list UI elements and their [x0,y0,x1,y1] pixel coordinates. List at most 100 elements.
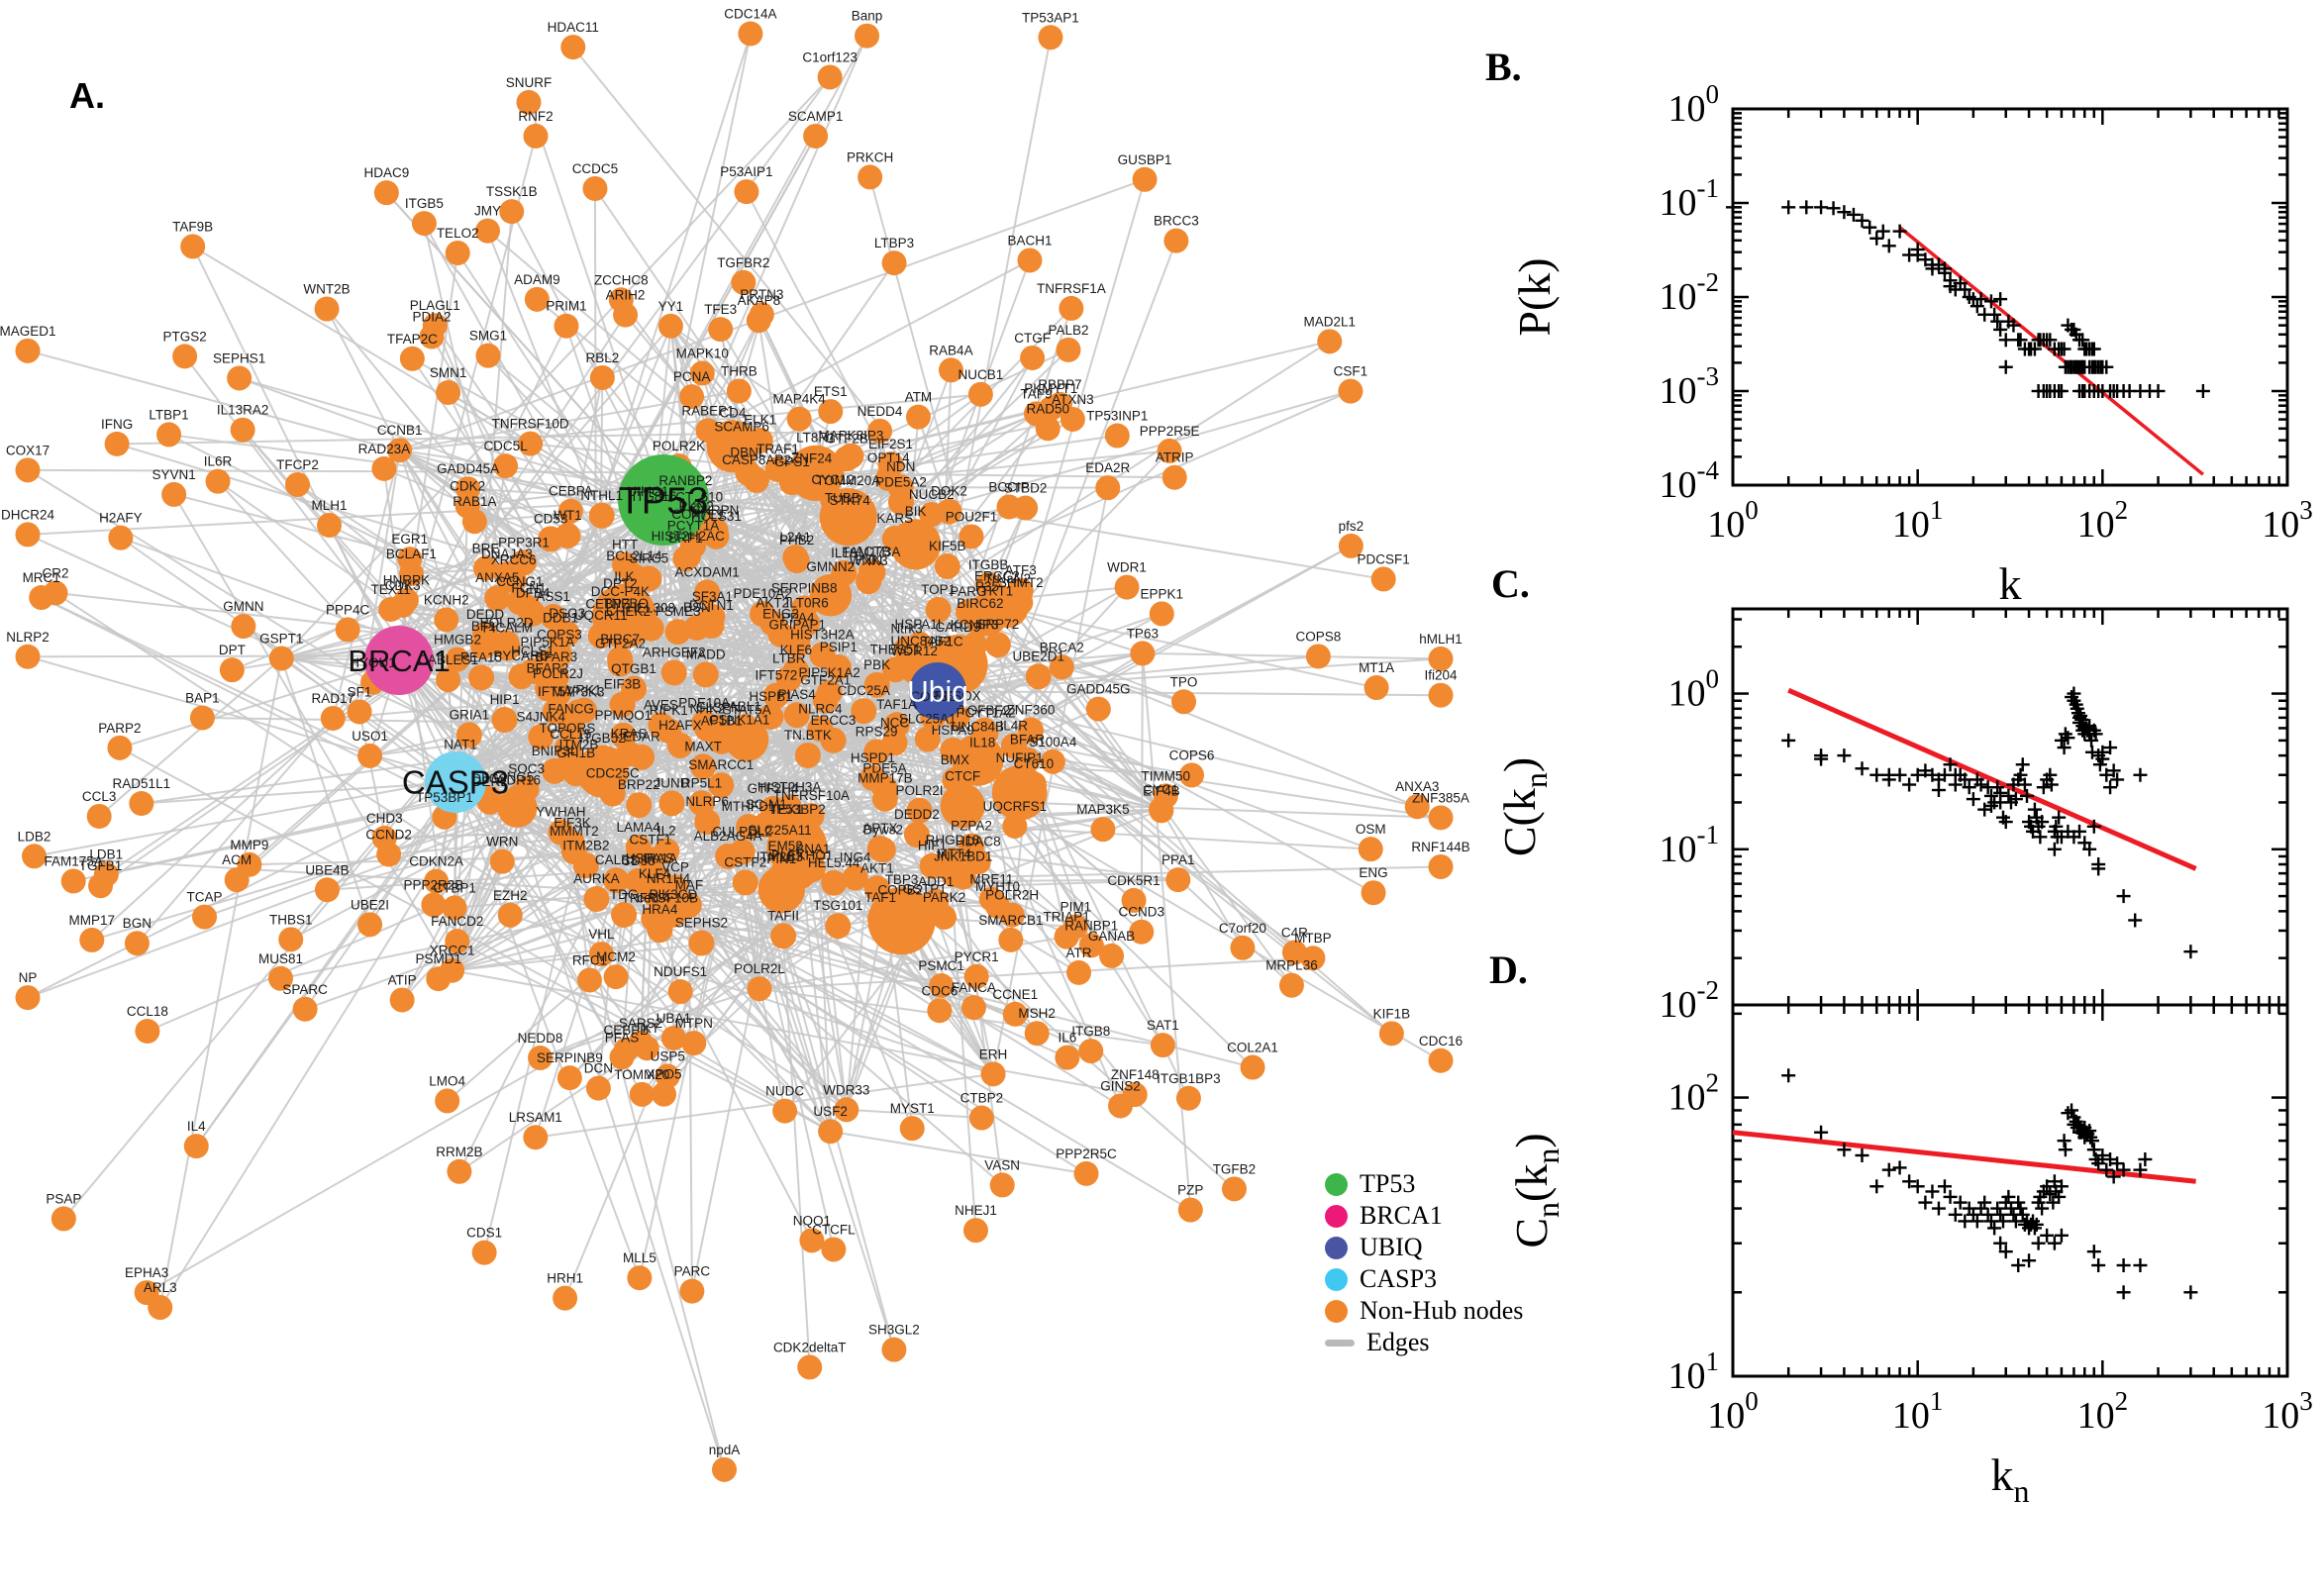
network-node-label: MLH1 [312,498,348,513]
network-node-label: ATF3 [1005,563,1037,578]
network-node [435,1088,460,1114]
network-edge [398,314,627,661]
network-node [666,732,693,758]
x-axis-title: k [1999,558,2022,609]
network-node-label: ELK1 [744,413,776,428]
network-node-label: SERPINB8 [771,580,838,595]
network-node [925,596,952,623]
network-node [818,399,844,425]
network-node [1278,972,1304,998]
network-node-label: DFB4 [516,586,551,601]
network-node-label: ATIP [388,972,417,987]
network-node-label: DCTN1 [689,598,734,613]
network-node [903,822,930,848]
network-node-label: RBL2 [585,350,619,365]
network-node [750,601,776,628]
network-node [224,867,250,893]
network-node [357,912,383,938]
network-node-label: MAPK8IP3 [818,429,883,444]
network-node [497,902,523,928]
network-node-label: HYOU1 [350,655,396,670]
network-node-label: PRKCH [847,150,893,164]
network-node-label: PPP2R5C [1056,1147,1117,1161]
network-node [192,904,218,930]
network-node [820,727,847,753]
network-edge [540,808,1162,1059]
hub-node-tp53 [618,454,709,546]
network-node [442,895,467,921]
network-node-label: ALB2AG4A [694,829,762,844]
network-node [636,565,662,592]
network-node-label: MRC1 [23,570,60,585]
network-edge [280,657,371,926]
network-node [510,549,537,576]
network-node-label: RPS29 [856,724,898,739]
network-node-label: CABLES1 [418,652,478,667]
network-node-label: IL4R [1000,718,1029,733]
x-tick-label: 102 [2077,1386,2129,1437]
network-node [694,579,721,606]
network-node-label: GADD45G [1066,682,1131,697]
network-node [679,384,705,410]
x-tick-label: 101 [1892,1386,1944,1437]
network-node-label: PDCSF1 [1358,551,1410,566]
network-node-label: ZCCHC8 [594,272,649,287]
network-node-label: TKT [635,1021,660,1036]
network-node-label: CCL15 [550,727,591,742]
network-edge [758,956,1313,990]
network-node-label: PIP5K1A [520,635,574,649]
network-node [189,705,215,731]
network-node-label: TFAP2C [387,332,438,347]
network-node-label: ERCC3 [811,713,857,728]
network-node [647,917,673,944]
network-node [88,873,114,899]
network-node-label: STBD2 [1004,481,1048,496]
network-node-label: BRF1 [668,531,703,546]
network-node-label: LMO4 [429,1073,465,1088]
axis-ticks [1731,107,2289,487]
network-node [15,457,41,483]
network-node [1153,783,1178,809]
network-node-label: ACXDAM1 [674,564,739,579]
network-node [455,476,481,502]
network-node-label: CDC25A [838,683,890,698]
network-edge [398,325,567,661]
network-node [445,240,470,265]
network-node-label: MAP4K4 [772,392,826,407]
network-node-label: CULPDL2 [712,824,772,839]
network-node-label: KIF5B [929,539,966,553]
network-node-label: GADD45A [437,461,499,476]
network-node-label: TFE3 [704,302,737,317]
network-node [837,507,863,534]
x-tick-label: 101 [1892,495,1944,546]
network-node-label: PKN2 [679,499,714,514]
network-node-label: TNFBO [603,596,649,611]
network-node-label: WRN [486,835,518,849]
network-node [516,595,543,622]
network-edge [756,479,840,668]
legend-item-casp3: CASP3 [1325,1263,1523,1295]
network-node [867,418,893,444]
network-node [732,869,758,896]
hub-label-brca1: BRCA1 [348,644,450,678]
network-node [831,559,858,586]
network-node-label: RNF2 [518,109,553,124]
network-node-label: HRH1 [547,1271,583,1286]
network-node [715,843,742,869]
network-node-label: HIP1 [490,692,520,707]
network-node-label: CALB3 [595,852,638,867]
network-node-label: POLR2L [734,961,785,976]
network-edge [1141,652,1192,1211]
network-node [528,1045,554,1070]
network-node [1132,166,1158,192]
network-node [454,493,480,519]
network-node-label: NDUFS1 [654,964,707,979]
network-node [371,455,397,481]
network-edge [845,502,902,1110]
network-node [180,234,206,259]
network-node-label: PARC [674,1264,711,1279]
network-node [1378,1021,1404,1047]
network-edge [666,987,760,1077]
network-node-label: TAF1C [922,635,963,649]
network-node-label: PRIM1 [546,299,586,314]
